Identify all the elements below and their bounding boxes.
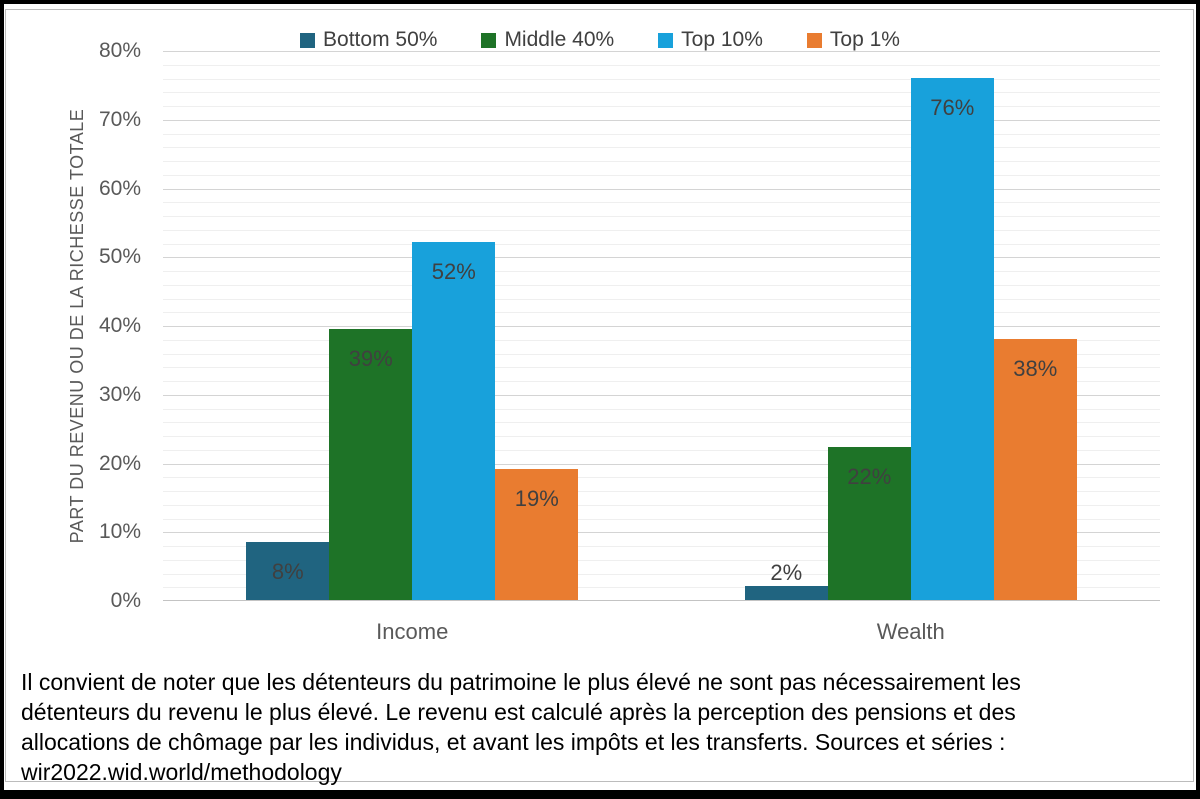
bar-income-top-10 <box>412 241 496 600</box>
major-gridline <box>163 394 1160 396</box>
y-tick-label: 40% <box>98 314 141 337</box>
bar-income-middle-40 <box>329 329 413 600</box>
minor-gridline <box>163 78 1160 80</box>
legend-label: Top 1% <box>829 28 900 51</box>
minor-gridline <box>163 339 1160 341</box>
major-gridline <box>163 188 1160 190</box>
bar-income-top-1 <box>495 468 579 600</box>
category-label-income: Income <box>376 619 449 644</box>
y-tick-label: 80% <box>98 39 141 62</box>
minor-gridline <box>163 367 1160 369</box>
bar-wealth-top-1 <box>993 339 1077 600</box>
minor-gridline <box>163 216 1160 217</box>
minor-gridline <box>163 202 1160 204</box>
minor-gridline <box>163 491 1160 492</box>
minor-gridline <box>163 422 1160 424</box>
minor-gridline <box>163 381 1160 382</box>
legend-label: Middle 40% <box>504 28 615 51</box>
data-label: 52% <box>431 258 476 284</box>
bar-wealth-top-10 <box>910 78 994 600</box>
legend: Bottom 50% Middle 40% Top 10% Top 1% <box>4 28 1196 52</box>
legend-swatch-icon <box>658 32 674 48</box>
data-label: 8% <box>271 559 304 585</box>
minor-gridline <box>163 284 1160 286</box>
minor-gridline <box>163 229 1160 231</box>
minor-gridline <box>163 504 1160 506</box>
bar-wealth-middle-40 <box>827 446 911 600</box>
minor-gridline <box>163 353 1160 355</box>
y-tick-label: 30% <box>98 382 141 406</box>
bar-wealth-bottom-50 <box>744 586 828 600</box>
caption-line: wir2022.wid.world/methodology <box>21 759 342 785</box>
minor-gridline <box>163 92 1160 94</box>
caption-line: allocations de chômage par les individus… <box>21 729 1006 755</box>
minor-gridline <box>163 518 1160 520</box>
y-tick-label: 50% <box>98 245 141 269</box>
major-gridline <box>163 463 1160 465</box>
caption: Il convient de noter que les détenteurs … <box>21 667 1181 787</box>
data-label: 22% <box>847 463 892 489</box>
minor-gridline <box>163 243 1160 245</box>
plot-area: 8% 39% 52% 19% 2% 22% 76% 38% <box>163 51 1160 601</box>
legend-label: Bottom 50% <box>323 28 438 51</box>
minor-gridline <box>163 64 1160 66</box>
data-label: 19% <box>514 485 559 511</box>
y-tick-label: 60% <box>98 176 141 200</box>
minor-gridline <box>163 573 1160 575</box>
y-tick-label: 70% <box>98 107 141 131</box>
legend-item-bottom-50: Bottom 50% <box>300 28 437 52</box>
minor-gridline <box>163 312 1160 314</box>
bar-income-bottom-50 <box>246 542 330 600</box>
legend-swatch-icon <box>481 32 497 48</box>
y-tick-label: 20% <box>98 451 141 475</box>
caption-line: Il convient de noter que les détenteurs … <box>21 669 1021 695</box>
chart-canvas: Bottom 50% Middle 40% Top 10% Top 1% PART D… <box>4 4 1196 790</box>
data-label: 39% <box>348 346 393 372</box>
major-gridline <box>163 119 1160 121</box>
major-gridline <box>163 326 1160 327</box>
legend-item-top-10: Top 10% <box>658 28 763 52</box>
minor-gridline <box>163 271 1160 272</box>
minor-gridline <box>163 408 1160 410</box>
y-tick-label: 0% <box>110 589 141 612</box>
legend-label: Top 10% <box>681 28 763 51</box>
legend-swatch-icon <box>806 32 822 48</box>
minor-gridline <box>163 147 1160 149</box>
legend-item-top-1: Top 1% <box>806 28 900 52</box>
data-label: 76% <box>930 95 975 121</box>
y-tick-label: 10% <box>98 520 141 544</box>
major-gridline <box>163 532 1160 534</box>
legend-swatch-icon <box>300 32 316 48</box>
caption-line: détenteurs du revenu le plus élevé. Le r… <box>21 699 1016 725</box>
major-gridline <box>163 257 1160 259</box>
data-label: 38% <box>1013 356 1058 382</box>
data-label: 2% <box>770 560 803 586</box>
minor-gridline <box>163 161 1160 162</box>
category-label-wealth: Wealth <box>876 619 945 644</box>
legend-item-middle-40: Middle 40% <box>481 28 614 52</box>
minor-gridline <box>163 174 1160 176</box>
minor-gridline <box>163 133 1160 135</box>
minor-gridline <box>163 477 1160 479</box>
minor-gridline <box>163 298 1160 300</box>
minor-gridline <box>163 587 1160 589</box>
minor-gridline <box>163 546 1160 547</box>
minor-gridline <box>163 436 1160 437</box>
minor-gridline <box>163 106 1160 107</box>
x-axis-line <box>163 600 1160 601</box>
major-gridline <box>163 51 1160 52</box>
minor-gridline <box>163 449 1160 451</box>
minor-gridline <box>163 559 1160 561</box>
